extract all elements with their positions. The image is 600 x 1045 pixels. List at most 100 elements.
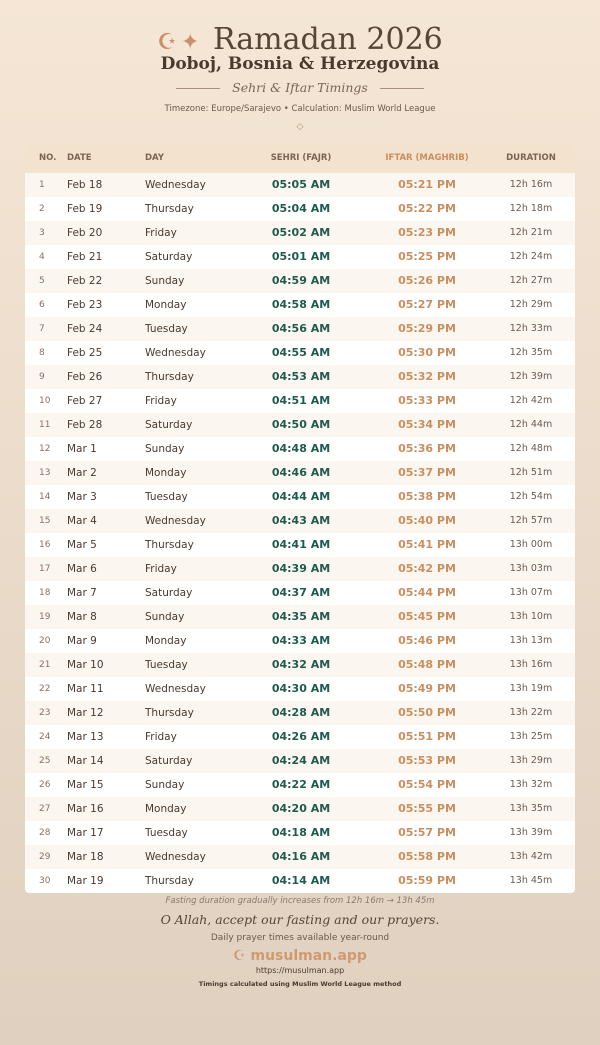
row-iftar: 05:46 PM xyxy=(398,634,456,647)
table-row: 24 Mar 13 Friday 04:26 AM 05:51 PM 13h 25m xyxy=(25,725,575,749)
row-iftar: 05:54 PM xyxy=(398,778,456,791)
table-row: 10 Feb 27 Friday 04:51 AM 05:33 PM 12h 42m xyxy=(25,389,575,413)
row-sehri: 04:41 AM xyxy=(271,538,331,551)
row-sehri: 04:55 AM xyxy=(271,346,331,359)
row-iftar: 05:57 PM xyxy=(398,826,456,839)
table-row: 17 Mar 6 Friday 04:39 AM 05:42 PM 13h 03m xyxy=(25,557,575,581)
divider xyxy=(176,88,221,89)
row-sehri: 04:20 AM xyxy=(271,802,331,815)
row-day: Saturday xyxy=(145,755,193,767)
row-no: 7 xyxy=(39,324,45,334)
star-icon: ✦ xyxy=(180,30,200,55)
row-iftar: 05:51 PM xyxy=(398,730,456,743)
diamond-icon: ◇ xyxy=(296,122,304,132)
row-date: Feb 25 xyxy=(67,347,103,359)
row-duration: 13h 25m xyxy=(509,731,553,742)
row-sehri: 04:50 AM xyxy=(271,418,331,431)
table-row: 7 Feb 24 Tuesday 04:56 AM 05:29 PM 12h 33m xyxy=(25,317,575,341)
row-iftar: 05:21 PM xyxy=(398,178,456,191)
row-day: Thursday xyxy=(145,371,194,383)
row-duration: 13h 39m xyxy=(509,827,553,838)
row-sehri: 04:30 AM xyxy=(271,682,331,695)
table-row: 11 Feb 28 Saturday 04:50 AM 05:34 PM 12h 44m xyxy=(25,413,575,437)
row-sehri: 04:58 AM xyxy=(271,298,331,311)
row-iftar: 05:58 PM xyxy=(398,850,456,863)
row-no: 14 xyxy=(39,492,51,502)
table-row: 28 Mar 17 Tuesday 04:18 AM 05:57 PM 13h 39m xyxy=(25,821,575,845)
row-day: Monday xyxy=(145,803,187,815)
url-link[interactable]: https://musulman.app xyxy=(255,966,345,975)
row-sehri: 04:18 AM xyxy=(271,826,331,839)
row-sehri: 04:16 AM xyxy=(271,850,331,863)
row-date: Mar 15 xyxy=(67,779,104,791)
row-sehri: 04:51 AM xyxy=(271,394,331,407)
row-sehri: 04:14 AM xyxy=(271,874,331,887)
row-no: 19 xyxy=(39,612,51,622)
row-day: Wednesday xyxy=(145,683,206,695)
row-iftar: 05:55 PM xyxy=(398,802,456,815)
row-no: 11 xyxy=(39,420,51,430)
row-no: 12 xyxy=(39,444,51,454)
row-iftar: 05:29 PM xyxy=(398,322,456,335)
row-day: Tuesday xyxy=(145,659,188,671)
row-duration: 13h 07m xyxy=(509,587,553,598)
col-iftar: IFTAR (MAGHRIB) xyxy=(385,153,469,163)
row-iftar: 05:40 PM xyxy=(398,514,456,527)
table-row: 21 Mar 10 Tuesday 04:32 AM 05:48 PM 13h 16m xyxy=(25,653,575,677)
row-duration: 13h 32m xyxy=(509,779,553,790)
page-title: ☪ ✦ Ramadan 2026 xyxy=(157,22,443,57)
row-duration: 12h 16m xyxy=(509,179,553,190)
row-iftar: 05:26 PM xyxy=(398,274,456,287)
row-day: Friday xyxy=(145,395,177,407)
row-date: Feb 26 xyxy=(67,371,103,383)
col-day: DAY xyxy=(145,153,164,163)
row-no: 30 xyxy=(39,876,51,886)
row-date: Feb 22 xyxy=(67,275,103,287)
row-duration: 12h 21m xyxy=(509,227,553,238)
col-sehri: SEHRI (FAJR) xyxy=(270,153,332,163)
row-day: Saturday xyxy=(145,419,193,431)
row-no: 18 xyxy=(39,588,51,598)
row-day: Tuesday xyxy=(145,827,188,839)
row-no: 2 xyxy=(39,204,45,214)
table-row: 8 Feb 25 Wednesday 04:55 AM 05:30 PM 12h 35m xyxy=(25,341,575,365)
brand[interactable]: ☪ musulman.app xyxy=(233,948,367,964)
row-day: Wednesday xyxy=(145,179,206,191)
row-date: Mar 19 xyxy=(67,875,104,887)
row-date: Feb 28 xyxy=(67,419,103,431)
row-iftar: 05:50 PM xyxy=(398,706,456,719)
row-sehri: 04:24 AM xyxy=(271,754,331,767)
row-date: Feb 21 xyxy=(67,251,103,263)
row-date: Mar 5 xyxy=(67,539,97,551)
row-duration: 13h 10m xyxy=(509,611,553,622)
row-no: 4 xyxy=(39,252,45,262)
row-duration: 12h 42m xyxy=(509,395,553,406)
row-iftar: 05:33 PM xyxy=(398,394,456,407)
row-no: 17 xyxy=(39,564,51,574)
table-row: 14 Mar 3 Tuesday 04:44 AM 05:38 PM 12h 54m xyxy=(25,485,575,509)
row-day: Wednesday xyxy=(145,851,206,863)
row-day: Monday xyxy=(145,467,187,479)
row-no: 25 xyxy=(39,756,51,766)
table-row: 19 Mar 8 Sunday 04:35 AM 05:45 PM 13h 10m xyxy=(25,605,575,629)
row-date: Mar 2 xyxy=(67,467,97,479)
row-date: Mar 13 xyxy=(67,731,104,743)
row-date: Mar 17 xyxy=(67,827,104,839)
row-duration: 12h 51m xyxy=(509,467,553,478)
col-date: DATE xyxy=(67,153,92,163)
row-iftar: 05:30 PM xyxy=(398,346,456,359)
row-sehri: 04:44 AM xyxy=(271,490,331,503)
row-date: Mar 8 xyxy=(67,611,97,623)
row-date: Mar 12 xyxy=(67,707,104,719)
row-duration: 12h 57m xyxy=(509,515,553,526)
row-day: Sunday xyxy=(145,779,185,791)
row-date: Feb 18 xyxy=(67,179,103,191)
row-date: Mar 11 xyxy=(67,683,104,695)
table-body: 1 Feb 18 Wednesday 05:05 AM 05:21 PM 12h 16m 2… xyxy=(25,173,575,893)
col-no: NO. xyxy=(39,153,57,163)
table-row: 6 Feb 23 Monday 04:58 AM 05:27 PM 12h 29m xyxy=(25,293,575,317)
row-duration: 13h 42m xyxy=(509,851,553,862)
row-date: Feb 24 xyxy=(67,323,103,335)
row-sehri: 05:05 AM xyxy=(271,178,331,191)
row-sehri: 04:28 AM xyxy=(271,706,331,719)
